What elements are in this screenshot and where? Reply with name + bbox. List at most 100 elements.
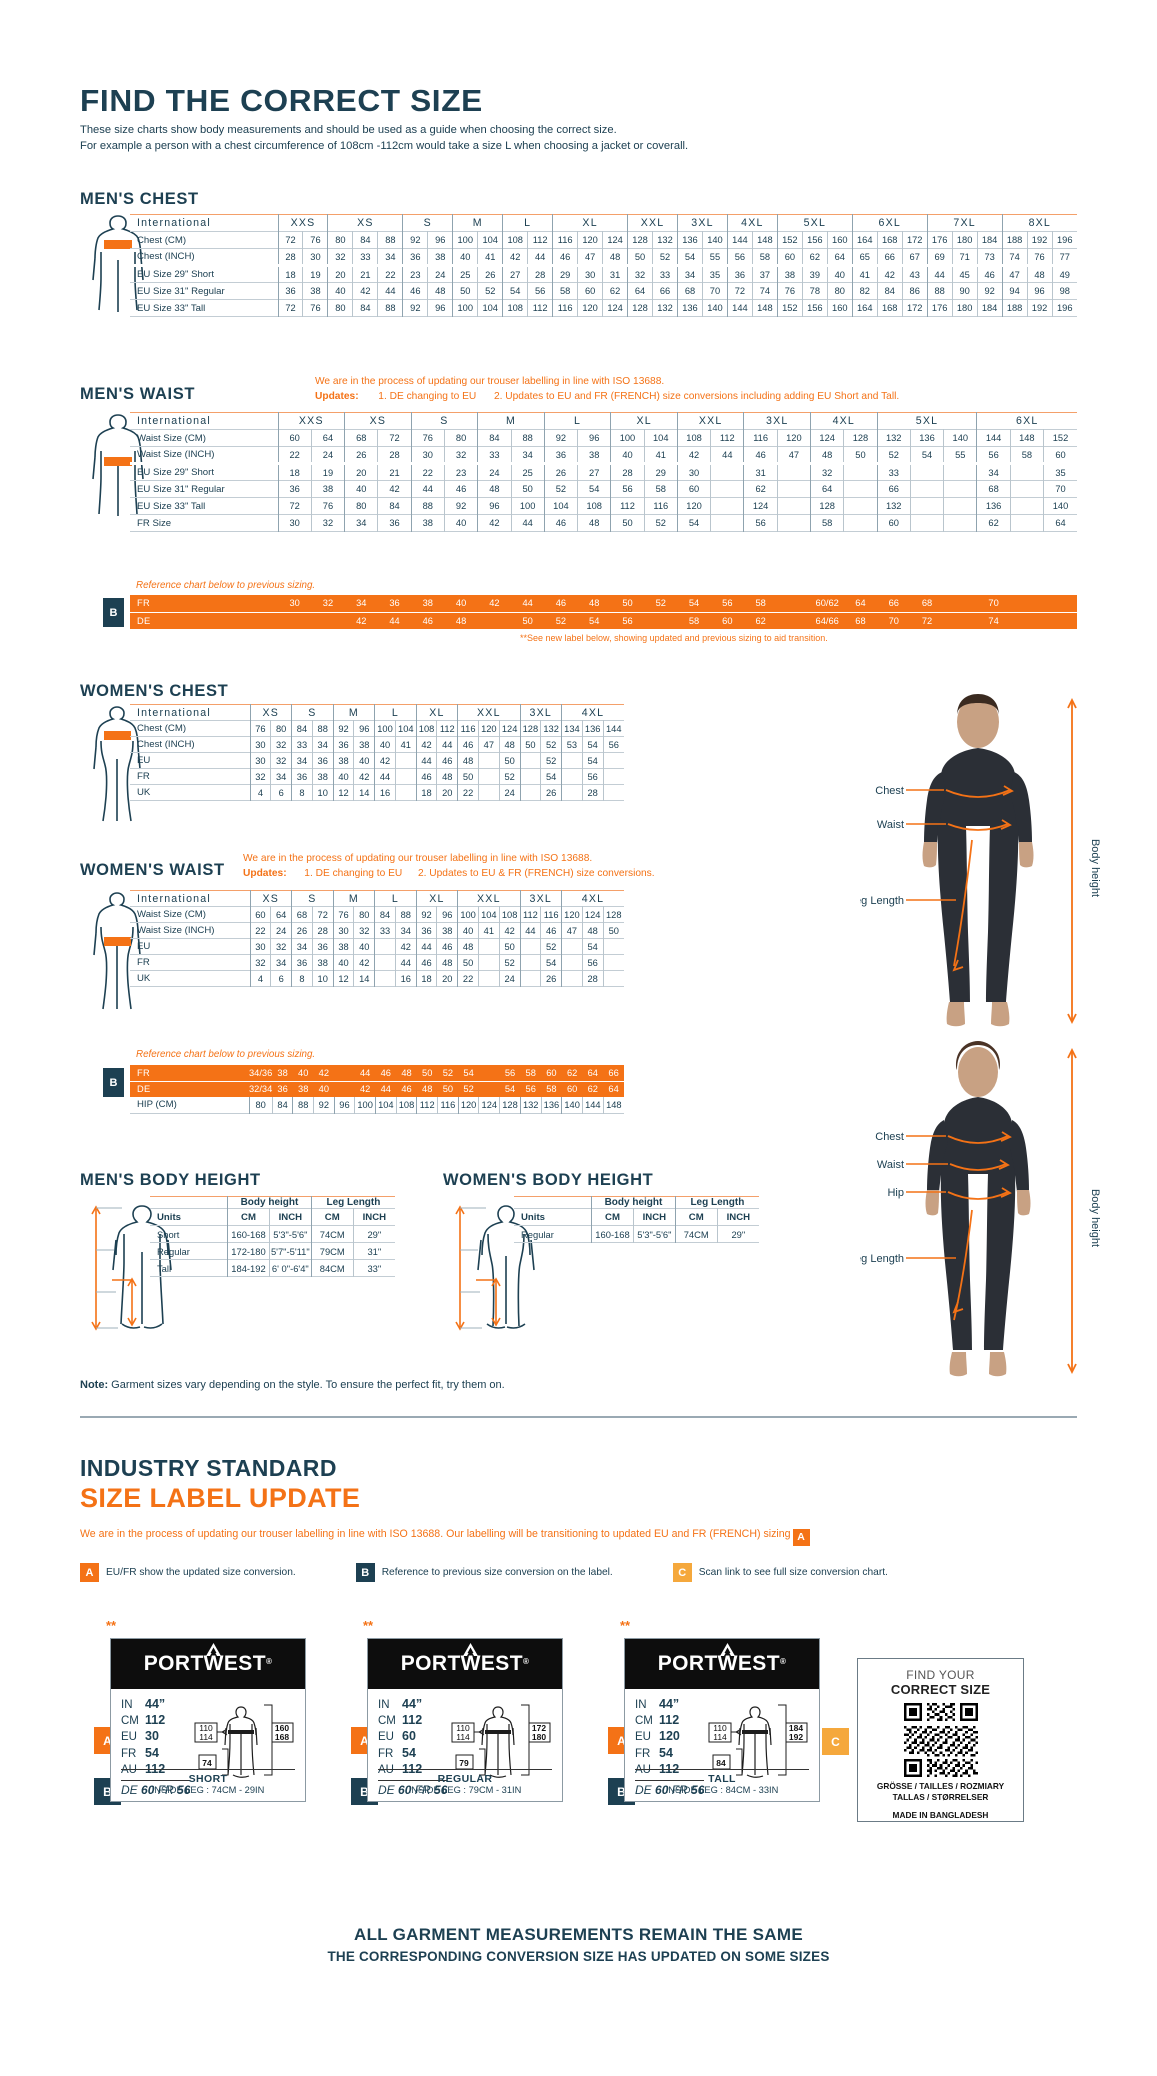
label-spec-key: FR: [378, 1747, 394, 1760]
label-update-subtitle: We are in the process of updating our tr…: [80, 1528, 812, 1546]
size-cell: 92: [976, 282, 1003, 300]
row-label: Waist Size (CM): [137, 432, 206, 444]
size-cell: 47: [477, 736, 500, 753]
size-cell: 24: [498, 784, 520, 801]
size-cell: 30: [302, 248, 328, 266]
reference-cell: 38: [292, 1081, 314, 1097]
height-cell: Regular: [521, 1228, 554, 1240]
label-spec-row: FR 54: [378, 1746, 447, 1762]
reference-cell: 42: [313, 1065, 335, 1082]
size-cell: 98: [1051, 282, 1077, 300]
reference-cell: 38: [411, 595, 445, 613]
size-cell: 128: [602, 906, 624, 923]
label-spec-list: IN 44” CM 112 EU 120 FR 54 AU 112 DE 60 FR 56: [635, 1697, 705, 1798]
size-cell: [477, 954, 500, 971]
size-cell: 48: [581, 922, 604, 939]
size-cell: 128: [627, 299, 653, 317]
page-title: FIND THE CORRECT SIZE: [80, 83, 483, 118]
table-womens-body-height: Body height Leg Length Units CM INCH CM INCH Re…: [514, 1196, 759, 1243]
size-cell: 60: [676, 480, 711, 498]
reference-row: FR 30 32 34 36 38 40 42 44 46 48 50 52 54 56 58 60/62 64…: [130, 595, 1077, 613]
size-cell: 45: [951, 265, 978, 283]
height-column-header: CM: [310, 1208, 354, 1226]
height-row: Regular 160-168 5'3"-5'6" 74CM 29": [514, 1225, 759, 1243]
badge-b-mens-waist: B: [103, 598, 124, 627]
size-cell: 144: [976, 429, 1011, 447]
size-cell: 94: [1001, 282, 1028, 300]
size-cell: 68: [291, 906, 313, 923]
size-cell: 12: [332, 970, 354, 987]
reference-cell: 56: [610, 612, 645, 629]
height-column-header: CM: [674, 1208, 718, 1226]
size-cell: 152: [776, 299, 803, 317]
qr-code-icon[interactable]: [903, 1703, 978, 1777]
label-brand-bar: PORTWEST®: [368, 1639, 562, 1689]
size-cell: 55: [943, 446, 977, 464]
size-cell: 140: [701, 299, 728, 317]
reference-row-label: FR: [130, 595, 279, 613]
size-cell: 104: [477, 906, 500, 923]
size-cell: [561, 954, 583, 971]
hip-cell: 88: [292, 1097, 314, 1113]
height-cell: Tall: [157, 1262, 172, 1274]
size-cell: 120: [477, 720, 500, 737]
size-cell: 62: [743, 480, 778, 498]
size-cell: 80: [353, 906, 375, 923]
label-body-diagram: 110 114 172 180 79: [451, 1697, 551, 1798]
size-cell: 42: [477, 514, 511, 532]
size-cell: 128: [810, 497, 844, 515]
size-cell: 124: [602, 231, 628, 249]
size-cell: 56: [610, 480, 645, 498]
reference-cell: 54: [677, 595, 711, 613]
row-label: EU: [137, 755, 151, 766]
row-label: EU Size 33" Tall: [137, 302, 206, 314]
size-cell: 50: [457, 954, 479, 971]
reference-cell: 50: [437, 1081, 459, 1097]
size-cell: 184: [976, 299, 1003, 317]
size-cell: [1009, 514, 1044, 532]
size-cell: 120: [561, 906, 583, 923]
reference-cell: 36: [272, 1081, 293, 1097]
label-stars: **: [620, 1618, 631, 1633]
size-cell: [843, 480, 878, 498]
size-cell: 37: [751, 265, 778, 283]
size-header: XXL: [627, 214, 678, 232]
size-cell: 128: [627, 231, 653, 249]
label-footer: TALL INSIDE LEG : 84CM - 33IN: [635, 1769, 809, 1795]
size-cell: 80: [826, 282, 853, 300]
size-cell: 50: [498, 938, 520, 955]
reference-cell: 62: [582, 1081, 604, 1097]
size-cell: 21: [352, 265, 378, 283]
size-cell: 100: [610, 429, 645, 447]
mens-waist-star-note: **See new label below, showing updated a…: [520, 633, 828, 643]
registered-mark: ®: [522, 1657, 530, 1666]
label-stars: **: [363, 1618, 374, 1633]
size-cell: 88: [377, 299, 403, 317]
reference-cell: 44: [354, 1065, 376, 1082]
size-cell: 32: [810, 463, 844, 481]
size-cell: 44: [377, 282, 403, 300]
size-cell: 108: [502, 299, 528, 317]
size-cell: 24: [477, 463, 511, 481]
table-row: UK 4 6 8 10 12 14 16 18 20 22 24 26 28: [130, 970, 624, 987]
label-spec-row: FR 54: [121, 1746, 190, 1762]
size-cell: 34: [394, 922, 417, 939]
size-cell: 116: [643, 497, 678, 515]
size-cell: [602, 938, 624, 955]
table-row: Chest (INCH) 30 32 33 34 36 38 40 41 42 44 46 47 48 50…: [130, 736, 624, 753]
size-cell: 152: [1043, 429, 1077, 447]
size-cell: 80: [344, 497, 378, 515]
height-cell: 160-168: [591, 1225, 634, 1243]
size-cell: 8: [291, 784, 313, 801]
size-cell: 132: [652, 299, 678, 317]
row-label: EU Size 29" Short: [137, 269, 214, 280]
reference-cell: 42: [354, 1081, 376, 1097]
size-cell: 76: [302, 231, 328, 249]
size-cell: 50: [457, 768, 479, 785]
reference-cell: 48: [396, 1065, 417, 1082]
size-cell: 124: [498, 720, 520, 737]
size-cell: 36: [277, 480, 312, 498]
size-cell: 29: [643, 463, 678, 481]
size-cell: [374, 970, 396, 987]
height-cell: 5'3"-5'6": [632, 1225, 676, 1243]
